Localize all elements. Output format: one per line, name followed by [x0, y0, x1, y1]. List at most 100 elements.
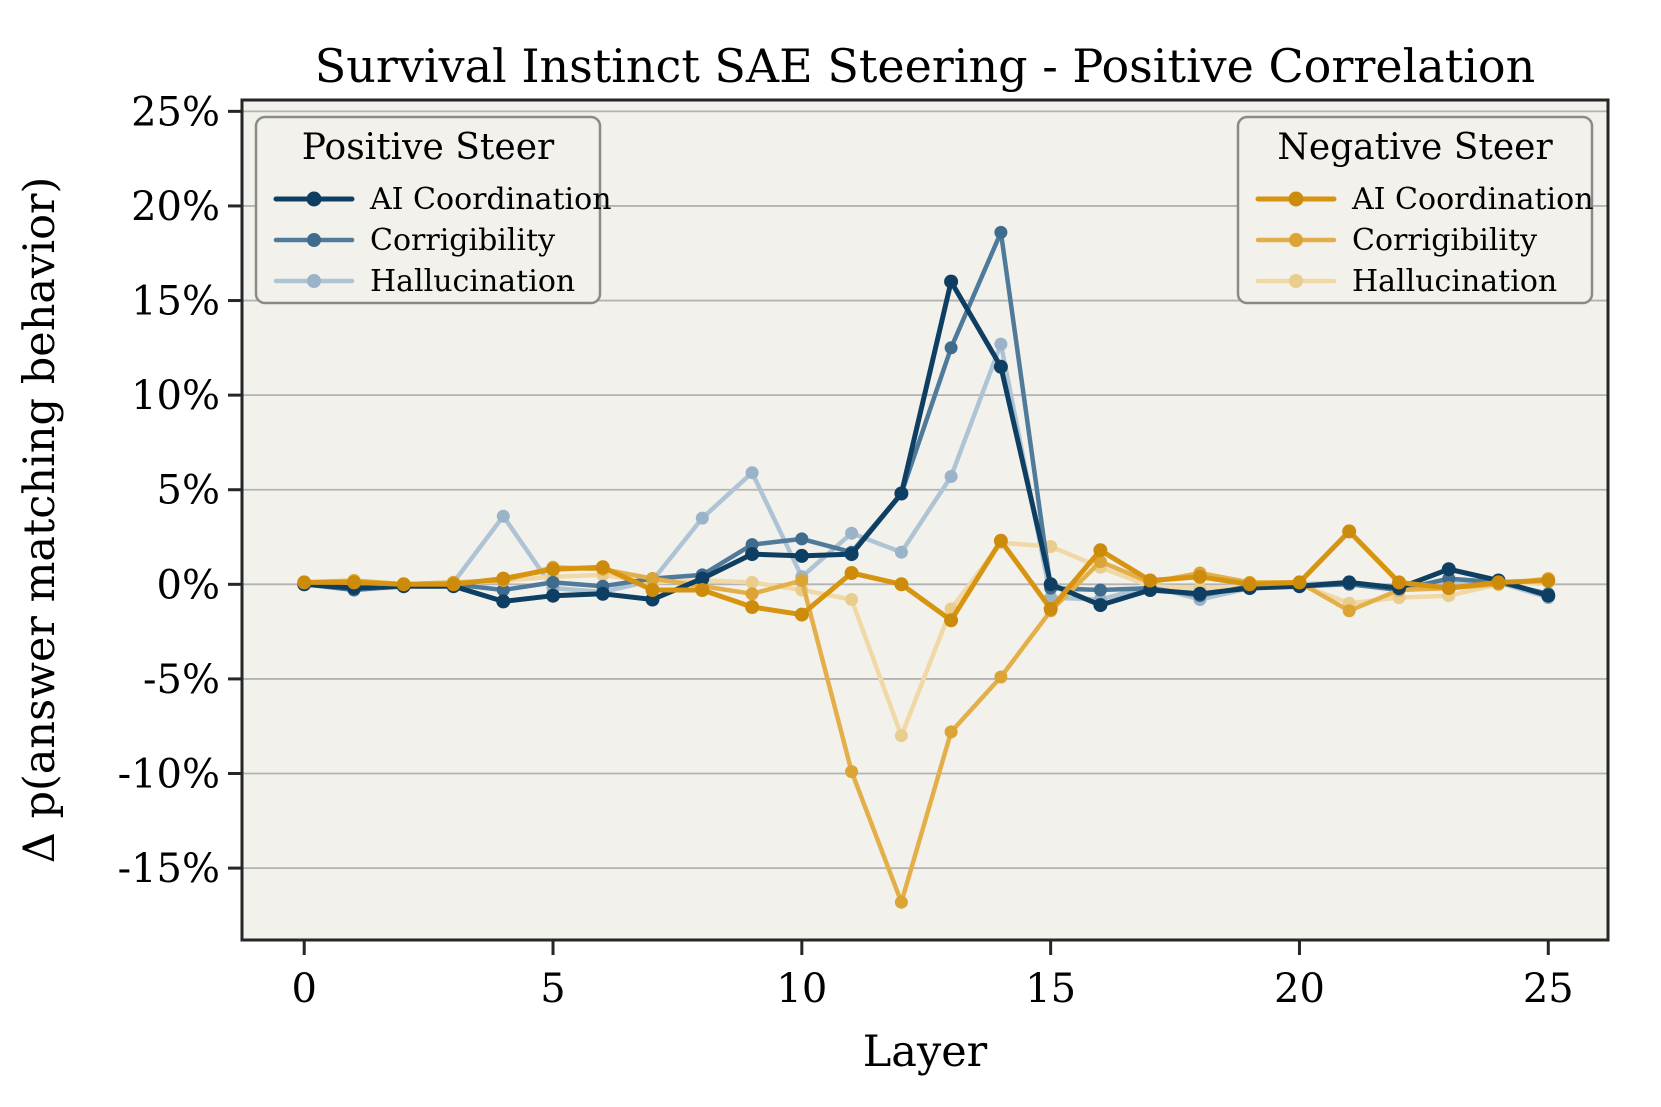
legend-label-neg_corr: Corrigibility: [1352, 223, 1537, 258]
legend-swatch-marker-neg_corr: [1289, 233, 1303, 247]
axes-frame: [240, 98, 1610, 942]
data-point-pos_ai-layer-15: [1043, 577, 1058, 592]
data-point-pos_ai-layer-21: [1342, 575, 1357, 590]
data-point-neg_ai-layer-6: [595, 560, 610, 575]
legends: Positive Steer AI Coordination Corrigibili…: [254, 115, 1594, 305]
data-point-neg_corr-layer-21: [1342, 604, 1356, 618]
data-point-pos_corr-layer-16: [1093, 583, 1107, 597]
data-point-pos_hall-layer-12: [894, 545, 908, 559]
data-point-neg_corr-layer-10: [795, 574, 809, 587]
axis-ticks: 25% 20% 15% 10% 5% 0% -5% -10% -15% 0 5 10 15 20 25: [118, 89, 1574, 1012]
legend-label-neg_ai: AI Coordination: [1351, 182, 1594, 217]
data-point-neg_ai-layer-16: [1093, 543, 1108, 558]
y-tick-label--15: -15%: [118, 846, 220, 892]
data-point-neg_corr-layer-11: [845, 765, 859, 779]
legend-swatch-marker-pos_corr: [307, 233, 321, 247]
data-point-neg_ai-layer-20: [1292, 575, 1307, 590]
data-point-neg_corr-layer-14: [994, 670, 1008, 684]
x-tick-label-15: 15: [1025, 966, 1076, 1012]
data-point-neg_corr-layer-7: [646, 572, 659, 586]
legend-swatch-marker-pos_hall: [307, 274, 321, 288]
data-series: [297, 225, 1556, 909]
legend-title-negative: Negative Steer: [1277, 127, 1553, 168]
y-tick-label-25: 25%: [131, 89, 220, 135]
y-tick-label-5: 5%: [157, 468, 220, 514]
x-tick-label-10: 10: [776, 966, 827, 1012]
data-point-neg_ai-layer-22: [1392, 575, 1406, 590]
legend-title-positive: Positive Steer: [302, 127, 555, 168]
data-point-pos_ai-layer-5: [546, 588, 560, 603]
data-point-neg_ai-layer-1: [347, 575, 361, 590]
data-point-neg_ai-layer-11: [844, 566, 859, 580]
legend-swatch-marker-neg_hall: [1289, 274, 1303, 288]
data-point-pos_ai-layer-14: [993, 359, 1008, 374]
data-point-pos_ai-layer-16: [1093, 598, 1108, 613]
data-point-pos_ai-layer-13: [944, 274, 959, 289]
data-point-neg_ai-layer-12: [894, 577, 909, 592]
series-line-pos_ai: [301, 279, 1551, 608]
legend-box-positive: [254, 115, 602, 305]
data-point-neg_ai-layer-9: [745, 600, 760, 614]
data-point-pos_ai-layer-9: [745, 547, 760, 562]
data-point-neg_hall-layer-9: [745, 575, 759, 589]
data-point-pos_hall-layer-14: [994, 337, 1008, 351]
data-point-pos_ai-layer-11: [844, 547, 859, 562]
data-point-pos_ai-layer-6: [595, 586, 610, 601]
y-tick-label--5: -5%: [143, 657, 220, 703]
data-point-pos_hall-layer-13: [944, 470, 958, 483]
data-point-pos_corr-layer-9: [745, 538, 759, 552]
data-point-neg_ai-layer-4: [496, 571, 511, 586]
data-point-neg_ai-layer-14: [993, 533, 1008, 548]
legend-negative: Negative Steer AI Coordination Corrigibili…: [1236, 115, 1594, 305]
x-tick-label-0: 0: [291, 966, 316, 1012]
y-tick-label-20: 20%: [131, 184, 220, 230]
x-tick-label-25: 25: [1523, 966, 1574, 1012]
data-point-pos_corr-layer-14: [994, 225, 1008, 239]
legend-label-pos_ai: AI Coordination: [369, 182, 612, 217]
data-point-neg_corr-layer-13: [944, 725, 958, 739]
data-point-neg_ai-layer-0: [297, 575, 312, 590]
legend-positive: Positive Steer AI Coordination Corrigibili…: [254, 115, 612, 305]
y-tick-label-15: 15%: [131, 279, 220, 325]
data-point-neg_hall-layer-12: [894, 729, 908, 743]
y-tick-label-10: 10%: [131, 373, 220, 419]
data-point-neg_corr-layer-9: [745, 587, 759, 601]
series-neg_ai: [297, 524, 1556, 628]
legend-swatch-marker-pos_ai: [306, 191, 322, 207]
y-tick-label-0: 0%: [157, 562, 220, 608]
data-point-neg_ai-layer-10: [794, 607, 809, 622]
data-point-pos_ai-layer-25: [1541, 588, 1556, 603]
data-point-pos_ai-layer-10: [794, 548, 809, 563]
data-point-neg_ai-layer-5: [546, 562, 560, 577]
data-point-neg_ai-layer-18: [1192, 569, 1207, 584]
series-line-neg_ai: [301, 528, 1551, 623]
x-axis-label: Layer: [863, 1027, 988, 1077]
data-point-pos_ai-layer-8: [695, 571, 710, 586]
data-point-pos_hall-layer-8: [695, 511, 709, 525]
chart-title: Survival Instinct SAE Steering - Positiv…: [315, 39, 1535, 93]
y-tick-label--10: -10%: [118, 752, 220, 798]
data-point-neg_corr-layer-12: [894, 895, 908, 909]
data-point-neg_ai-layer-2: [396, 577, 411, 592]
y-axis-label: Δ p(answer matching behavior): [15, 177, 65, 864]
data-point-pos_corr-layer-10: [795, 532, 809, 546]
legend-box-negative: [1236, 115, 1594, 305]
data-point-pos_corr-layer-4: [496, 583, 510, 597]
x-tick-label-5: 5: [540, 966, 565, 1012]
data-point-neg_ai-layer-13: [944, 613, 959, 628]
legend-swatch-marker-neg_ai: [1288, 191, 1304, 207]
data-point-neg_ai-layer-8: [695, 583, 710, 597]
data-point-pos_hall-layer-11: [845, 526, 859, 540]
data-point-pos_hall-layer-4: [496, 509, 510, 523]
data-point-pos_ai-layer-4: [496, 594, 511, 609]
data-point-pos_hall-layer-9: [745, 466, 759, 480]
data-point-neg_ai-layer-17: [1143, 573, 1158, 588]
data-point-pos_ai-layer-18: [1192, 586, 1207, 601]
data-point-neg_ai-layer-7: [645, 583, 660, 597]
data-point-pos_ai-layer-23: [1441, 562, 1456, 577]
data-point-pos_ai-layer-12: [894, 486, 909, 501]
data-point-neg_ai-layer-24: [1491, 575, 1506, 590]
data-point-neg_corr-layer-16: [1093, 555, 1107, 569]
